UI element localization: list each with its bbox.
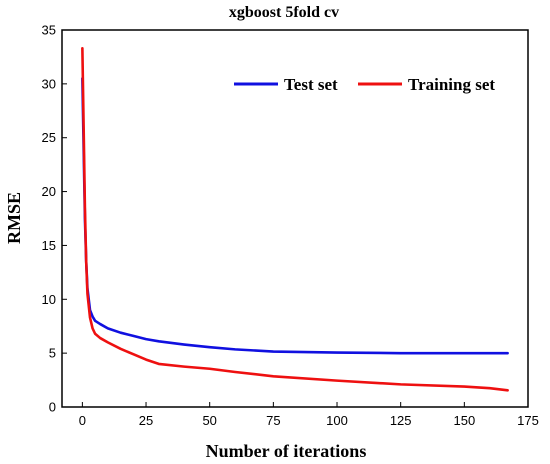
- y-tick-label: 25: [42, 130, 56, 145]
- y-tick-label: 5: [49, 346, 56, 361]
- x-tick-label: 75: [266, 413, 280, 428]
- y-axis-label: RMSE: [4, 192, 24, 244]
- axis-ticks: 0 5 10 15 20 25 30 35 0 25 50 75 100 125 150 175: [42, 23, 539, 429]
- x-tick-label: 25: [139, 413, 153, 428]
- y-tick-label: 35: [42, 23, 56, 38]
- legend-label-0: Test set: [284, 75, 338, 94]
- x-tick-label: 150: [453, 413, 475, 428]
- y-tick-label: 30: [42, 76, 56, 91]
- series-lines: [81, 47, 509, 392]
- x-tick-label: 100: [326, 413, 348, 428]
- y-tick-label: 10: [42, 292, 56, 307]
- series-line-1: [81, 47, 509, 392]
- x-axis-label: Number of iterations: [206, 441, 367, 461]
- y-tick-label: 15: [42, 238, 56, 253]
- x-tick-label: 125: [390, 413, 412, 428]
- y-tick-label: 20: [42, 184, 56, 199]
- x-tick-label: 0: [79, 413, 86, 428]
- x-tick-label: 175: [517, 413, 539, 428]
- x-tick-label: 50: [202, 413, 216, 428]
- series-line-0: [81, 77, 509, 355]
- y-tick-label: 0: [49, 400, 56, 415]
- chart-title: xgboost 5fold cv: [229, 4, 339, 21]
- legend-label-1: Training set: [408, 75, 495, 94]
- plot-frame: [61, 29, 529, 408]
- legend: Test set Training set: [234, 75, 495, 94]
